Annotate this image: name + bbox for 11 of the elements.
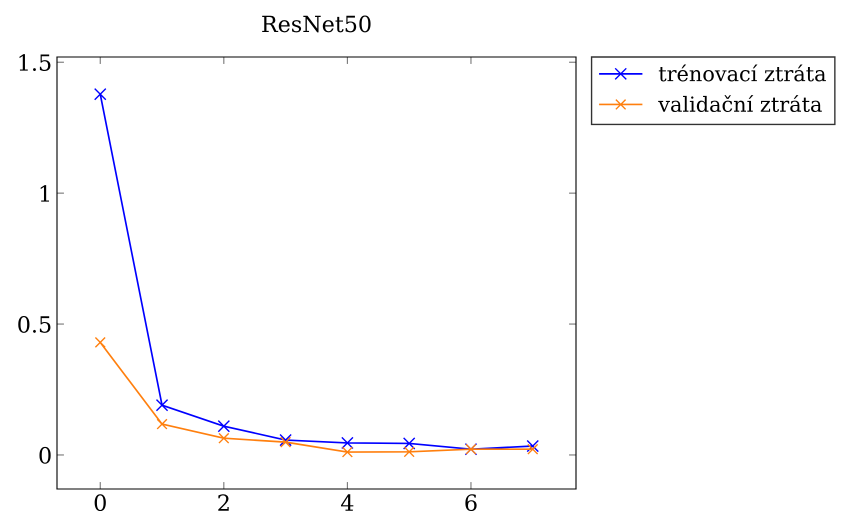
x-tick-label: 6 — [465, 494, 477, 512]
x-tick-label: 2 — [218, 494, 229, 511]
y-tick-label: 1 — [40, 185, 49, 202]
x-tick-label: 0 — [94, 494, 106, 512]
y-tick-label: 0.5 — [18, 316, 50, 333]
chart-title: ResNet50 — [262, 16, 371, 32]
x-tick-label: 4 — [341, 494, 354, 511]
legend-label: trénovací ztráta — [658, 64, 826, 82]
legend-label: validační ztráta — [658, 95, 822, 112]
y-tick-label: 0 — [39, 446, 51, 464]
y-tick-label: 1.5 — [20, 54, 50, 71]
